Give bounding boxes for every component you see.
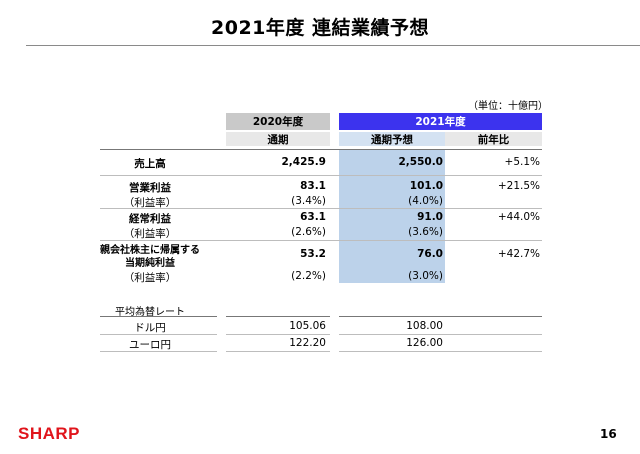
ordinary-profit-yoy: +44.0%: [497, 211, 540, 223]
unit-label: （単位：十億円）: [468, 101, 548, 112]
ordinary-profit-forecast: 91.0: [417, 211, 443, 223]
row-label-operating-profit: 営業利益: [129, 182, 171, 194]
row-label-margin: （利益率）: [123, 228, 177, 240]
fx-rule: [100, 316, 217, 317]
fx-label-usd: ドル円: [134, 322, 166, 334]
net-margin-forecast: (3.0%): [408, 270, 443, 282]
page-number: 16: [600, 427, 617, 441]
row-divider: [100, 175, 542, 176]
subheader-yoy: 前年比: [445, 132, 542, 146]
subheader-forecast: 通期予想: [339, 132, 445, 146]
fx-row-divider: [339, 334, 542, 335]
sharp-logo: SHARP: [18, 424, 81, 443]
sales-2020: 2,425.9: [281, 156, 326, 168]
fx-eur-forecast: 126.00: [406, 337, 443, 349]
ordinary-margin-2020: (2.6%): [291, 226, 326, 238]
row-label-net-income-line1: 親会社株主に帰属する: [100, 245, 200, 256]
sales-forecast: 2,550.0: [398, 156, 443, 168]
fx-eur-2020: 122.20: [289, 337, 326, 349]
row-label-sales: 売上高: [134, 158, 166, 170]
fx-row-divider: [339, 351, 542, 352]
row-divider: [100, 208, 542, 209]
fx-rule: [226, 316, 330, 317]
header-2020: 2020年度: [226, 113, 330, 130]
fx-usd-2020: 105.06: [289, 320, 326, 332]
header-2021: 2021年度: [339, 113, 542, 130]
row-divider: [100, 240, 542, 241]
fx-row-divider: [226, 351, 330, 352]
fx-rule: [339, 316, 542, 317]
title-divider: [26, 45, 640, 46]
operating-margin-2020: (3.4%): [291, 195, 326, 207]
fx-label-eur: ユーロ円: [129, 339, 171, 351]
fx-row-divider: [226, 334, 330, 335]
row-label-ordinary-profit: 経常利益: [129, 213, 171, 225]
net-income-2020: 53.2: [300, 248, 326, 260]
page-title: 2021年度 連結業績予想: [211, 17, 429, 39]
row-label-net-income-line2: 当期純利益: [125, 258, 175, 269]
fx-heading: 平均為替レート: [115, 307, 185, 318]
subheader-full-year: 通期: [226, 132, 330, 146]
ordinary-profit-2020: 63.1: [300, 211, 326, 223]
row-label-margin: （利益率）: [123, 272, 177, 284]
fx-row-divider: [100, 334, 217, 335]
net-income-yoy: +42.7%: [497, 248, 540, 260]
net-income-forecast: 76.0: [417, 248, 443, 260]
fx-usd-forecast: 108.00: [406, 320, 443, 332]
fx-row-divider: [100, 351, 217, 352]
header-rule: [100, 149, 542, 150]
net-margin-2020: (2.2%): [291, 270, 326, 282]
operating-profit-2020: 83.1: [300, 180, 326, 192]
operating-profit-yoy: +21.5%: [497, 180, 540, 192]
forecast-column-highlight: [339, 149, 445, 283]
row-label-margin: （利益率）: [123, 197, 177, 209]
operating-profit-forecast: 101.0: [409, 180, 443, 192]
sales-yoy: +5.1%: [504, 156, 540, 168]
operating-margin-forecast: (4.0%): [408, 195, 443, 207]
ordinary-margin-forecast: (3.6%): [408, 226, 443, 238]
